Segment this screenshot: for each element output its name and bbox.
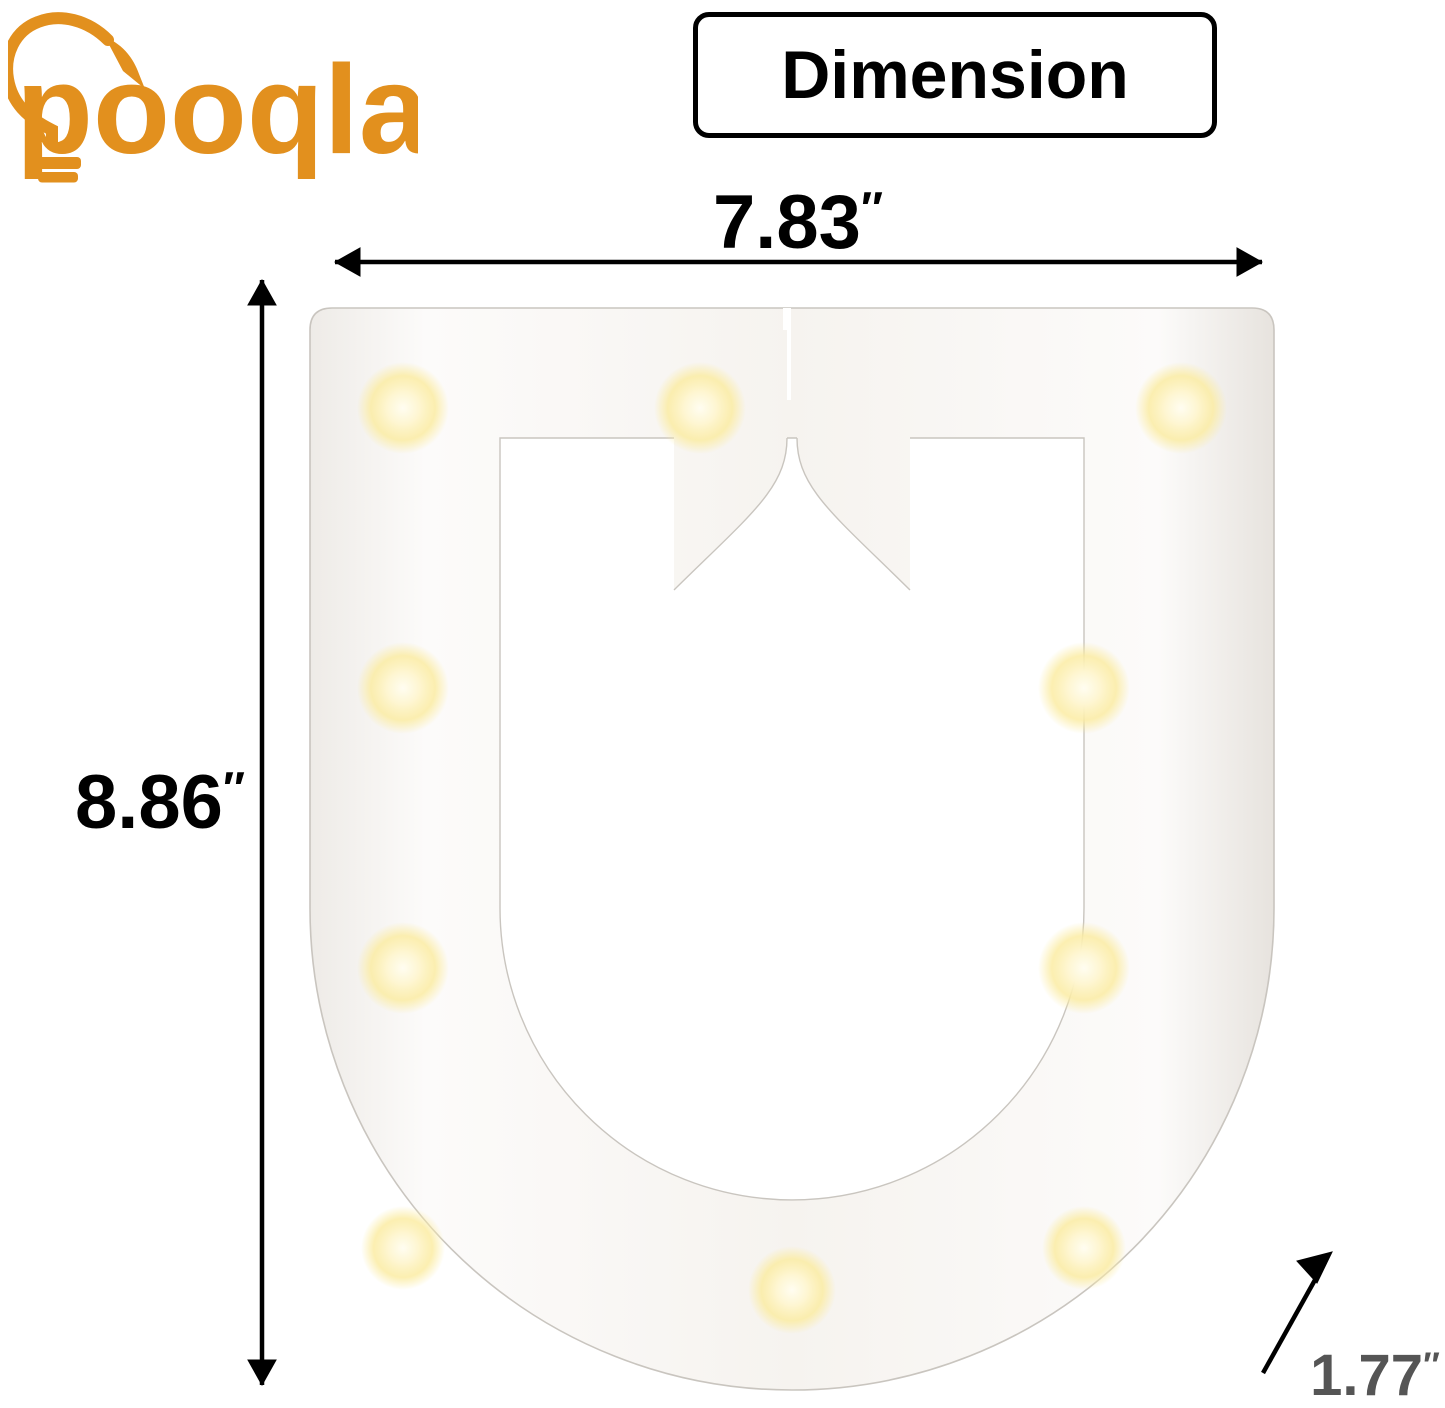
svg-text:8.86″: 8.86″ bbox=[75, 760, 245, 845]
svg-text:1.77″: 1.77″ bbox=[1310, 1343, 1440, 1408]
svg-text:7.83″: 7.83″ bbox=[713, 180, 883, 265]
